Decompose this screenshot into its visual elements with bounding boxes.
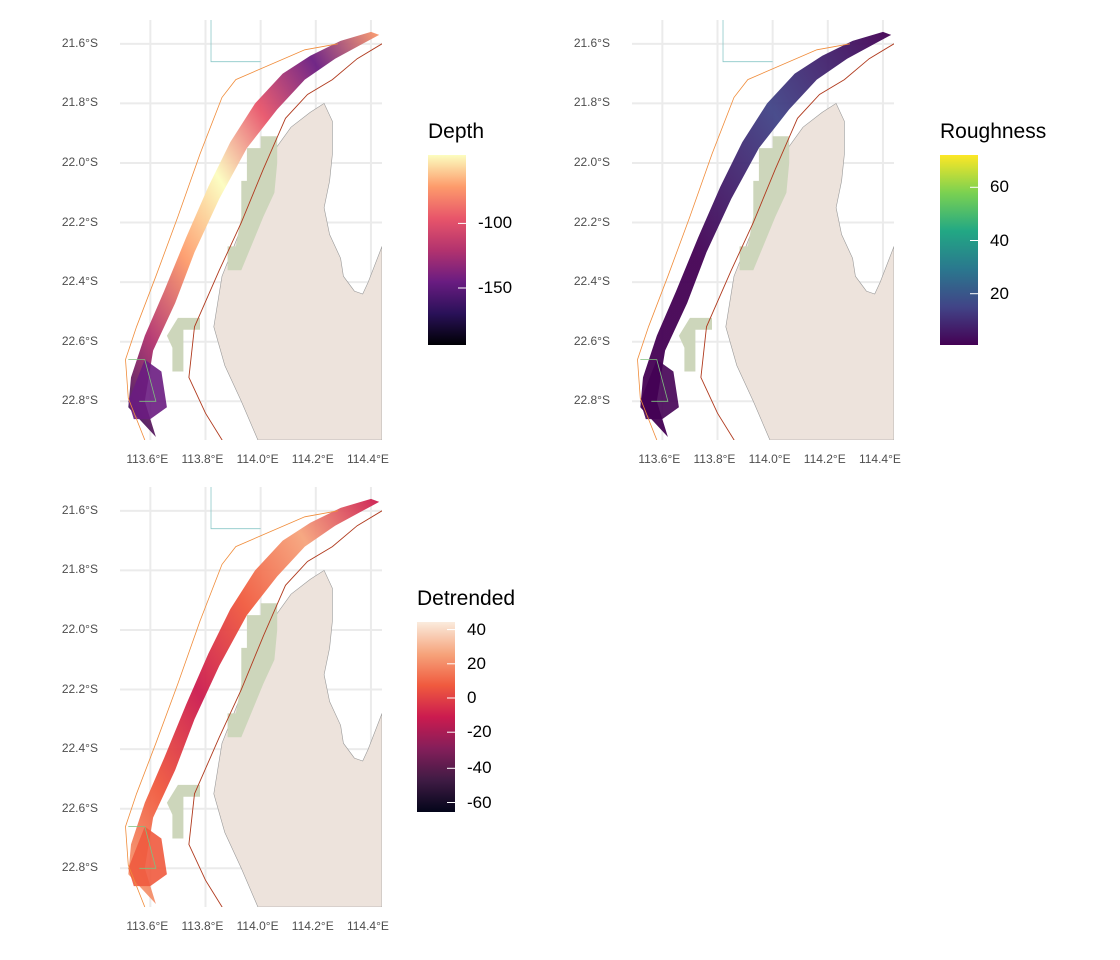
map-panel-detrended: 21.6°S 21.8°S 22.0°S 22.2°S 22.4°S 22.6°S 22.8…: [0, 467, 560, 947]
legend-title: Depth: [428, 120, 485, 143]
x-tick-label: 114.0°E: [236, 919, 279, 933]
legend-colorbar: [417, 622, 455, 812]
legend-label: -100: [478, 213, 513, 233]
legend-label: 20: [990, 283, 1009, 303]
x-tick-label: 113.6°E: [126, 919, 169, 933]
boundary-darkred: [700, 43, 894, 440]
x-tick-label: 114.0°E: [748, 452, 791, 466]
legend-label: -40: [467, 758, 492, 778]
map-panel-roughness: 21.6°S 21.8°S 22.0°S 22.2°S 22.4°S 22.6°S 22.8…: [512, 0, 1072, 480]
boundary-darkred: [188, 510, 382, 907]
x-tick-label: 114.4°E: [346, 452, 389, 466]
legend-colorbar: [940, 155, 978, 345]
y-tick-label: 21.6°S: [61, 35, 98, 50]
legend-title: Detrended: [417, 587, 516, 610]
y-tick-label: 22.2°S: [61, 681, 98, 696]
legend-label: -20: [467, 722, 492, 742]
reef-raster-roughness: [640, 31, 892, 438]
reef-raster-detrended: [128, 498, 380, 904]
y-tick-label: 21.8°S: [573, 95, 610, 110]
y-tick-label: 22.8°S: [61, 393, 98, 408]
protected-area: [227, 603, 278, 738]
boundary-green: [128, 826, 157, 869]
y-tick-label: 22.2°S: [61, 214, 98, 229]
x-tick-label: 114.2°E: [291, 919, 334, 933]
reef-raster-depth: [128, 31, 380, 438]
protected-area: [166, 784, 200, 839]
legend-colorbar: [428, 155, 466, 345]
y-tick-label: 22.6°S: [61, 333, 98, 348]
x-tick-label: 113.8°E: [181, 919, 224, 933]
y-tick-label: 22.4°S: [573, 274, 610, 289]
legend-label: 0: [467, 688, 477, 707]
map-panel-depth: 21.6°S 21.8°S 22.0°S 22.2°S 22.4°S 22.6°S 22.8…: [0, 0, 560, 480]
legend-label: 40: [990, 230, 1009, 250]
reef-raster-south: [640, 359, 679, 420]
y-tick-label: 21.8°S: [61, 562, 98, 577]
protected-area: [678, 317, 712, 372]
y-tick-label: 22.6°S: [61, 800, 98, 815]
legend-label: -150: [478, 278, 513, 297]
boundary-orange: [125, 43, 338, 440]
x-tick-label: 113.6°E: [638, 452, 681, 466]
y-tick-label: 22.4°S: [61, 274, 98, 289]
boundary-teal: [210, 487, 261, 530]
y-tick-label: 21.6°S: [61, 502, 98, 517]
land-mass: [213, 569, 382, 907]
legend-title: Roughness: [940, 120, 1047, 143]
protected-area: [227, 136, 278, 271]
legend-label: 60: [990, 177, 1009, 197]
x-tick-label: 114.2°E: [803, 452, 846, 466]
reef-raster-south: [128, 359, 167, 420]
boundary-orange: [637, 43, 850, 440]
y-tick-label: 22.0°S: [61, 154, 98, 169]
boundary-orange: [125, 510, 338, 907]
x-tick-label: 114.2°E: [291, 452, 334, 466]
map-canvas-roughness: [632, 20, 894, 440]
y-tick-label: 22.6°S: [573, 333, 610, 348]
x-tick-label: 113.8°E: [693, 452, 736, 466]
y-tick-label: 22.0°S: [573, 154, 610, 169]
y-tick-label: 21.8°S: [61, 95, 98, 110]
boundary-green: [128, 359, 157, 402]
x-tick-label: 113.8°E: [181, 452, 224, 466]
y-tick-label: 22.8°S: [573, 393, 610, 408]
legend-label: 20: [467, 653, 486, 673]
protected-area: [739, 136, 790, 271]
legend-label: 40: [467, 619, 486, 639]
land-mass: [213, 102, 382, 440]
land-mass: [725, 102, 894, 440]
y-tick-label: 22.2°S: [573, 214, 610, 229]
x-tick-label: 114.4°E: [858, 452, 901, 466]
map-canvas-depth: [120, 20, 382, 440]
boundary-teal: [722, 20, 773, 63]
y-tick-label: 21.6°S: [573, 35, 610, 50]
map-canvas-detrended: [120, 487, 382, 907]
y-tick-label: 22.8°S: [61, 860, 98, 875]
y-tick-label: 22.0°S: [61, 621, 98, 636]
reef-raster-south: [128, 826, 167, 887]
x-tick-label: 113.6°E: [126, 452, 169, 466]
boundary-teal: [210, 20, 261, 63]
y-tick-label: 22.4°S: [61, 741, 98, 756]
boundary-green: [640, 359, 669, 402]
x-tick-label: 114.0°E: [236, 452, 279, 466]
legend-label: -60: [467, 792, 492, 812]
boundary-darkred: [188, 43, 382, 440]
protected-area: [166, 317, 200, 372]
x-tick-label: 114.4°E: [346, 919, 389, 933]
